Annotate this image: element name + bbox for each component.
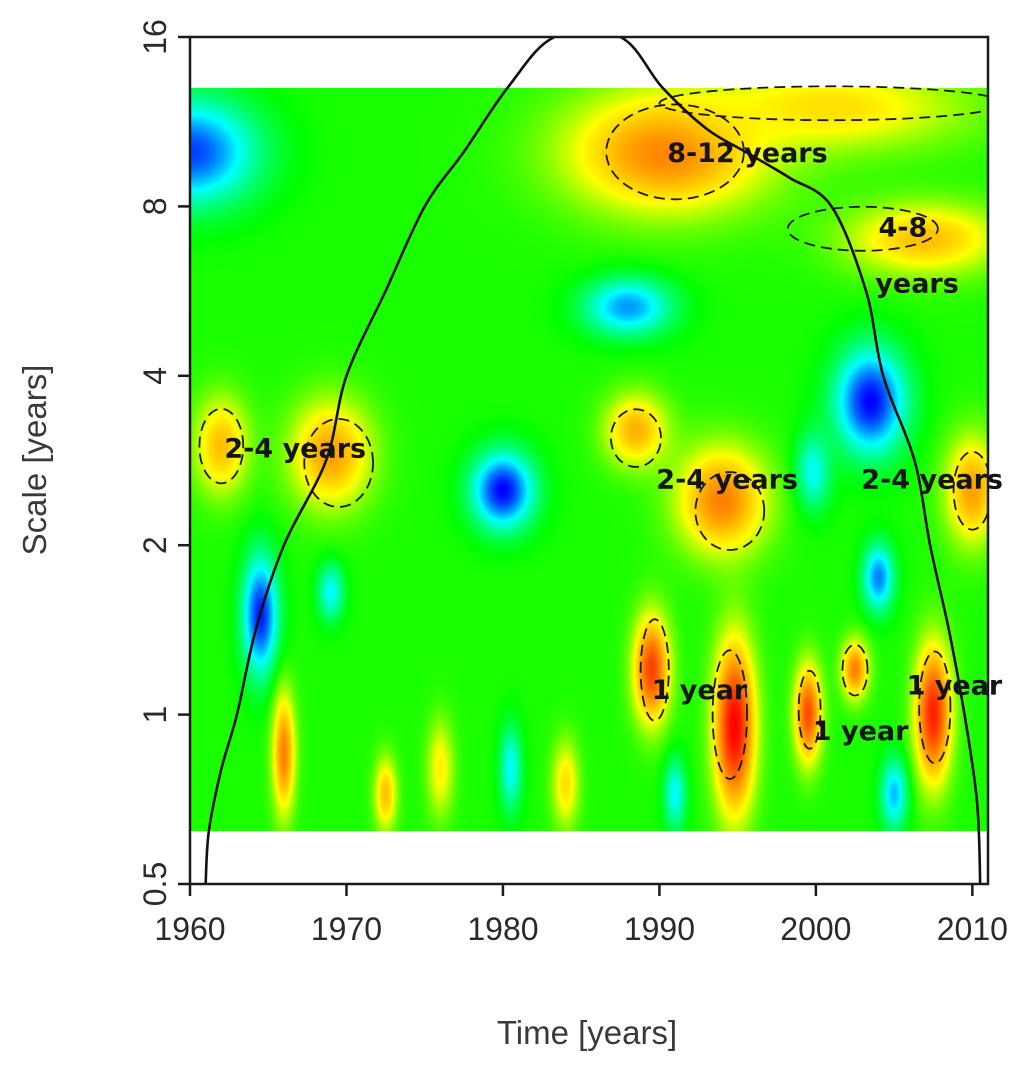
wavelet-power-heatmap [190,87,988,832]
heatmap-holder [190,87,988,832]
x-tick-label: 1960 [154,911,225,947]
y-axis-title: Scale [years] [16,365,53,556]
y-tick-label: 4 [137,367,173,385]
y-tick-label: 8 [137,198,173,216]
period-annotation: 2-4 years [656,465,798,496]
x-tick-label: 1980 [467,911,538,947]
significance-contour [198,407,245,485]
x-axis-title: Time [years] [497,1014,677,1051]
y-tick-label: 0.5 [137,862,173,906]
significance-contour [711,649,748,780]
period-annotation: 1 year [813,716,909,747]
significance-contour [303,417,375,508]
period-annotation: 4-8 [879,212,928,243]
x-tick-label: 2000 [780,911,851,947]
significance-contour [841,643,869,697]
period-annotation: years [875,269,959,300]
significance-contour [609,408,662,468]
significance-contour [694,471,766,551]
period-annotation: 2-4 years [224,434,366,465]
period-annotation: 8-12 years [667,138,827,169]
x-tick-label: 1990 [624,911,695,947]
period-annotation: 2-4 years [861,465,1003,496]
significance-contour [918,650,952,765]
x-tick-label: 1970 [311,911,382,947]
significance-contour [639,618,670,722]
x-tick-label: 2010 [937,911,1008,947]
significance-contour [658,85,988,122]
plot-frame [188,35,990,886]
significance-contours [198,85,988,780]
significance-contour [797,669,822,750]
y-axis: 0.5 1 2 4 8 16 [137,19,190,906]
y-tick-label: 1 [137,706,173,724]
x-axis: 1960 1970 1980 1990 2000 2010 [154,884,1008,947]
significance-contour [786,205,939,252]
period-annotation: 1 year [907,670,1003,701]
y-tick-label: 2 [137,536,173,554]
significance-contour [605,103,745,201]
significance-contour [952,450,988,531]
period-annotation: 1 year [652,675,748,706]
y-tick-label: 16 [137,19,173,55]
annotation-layer: 8-12 years 4-8 years 2-4 years 2-4 years 2-4 … [224,138,1003,747]
